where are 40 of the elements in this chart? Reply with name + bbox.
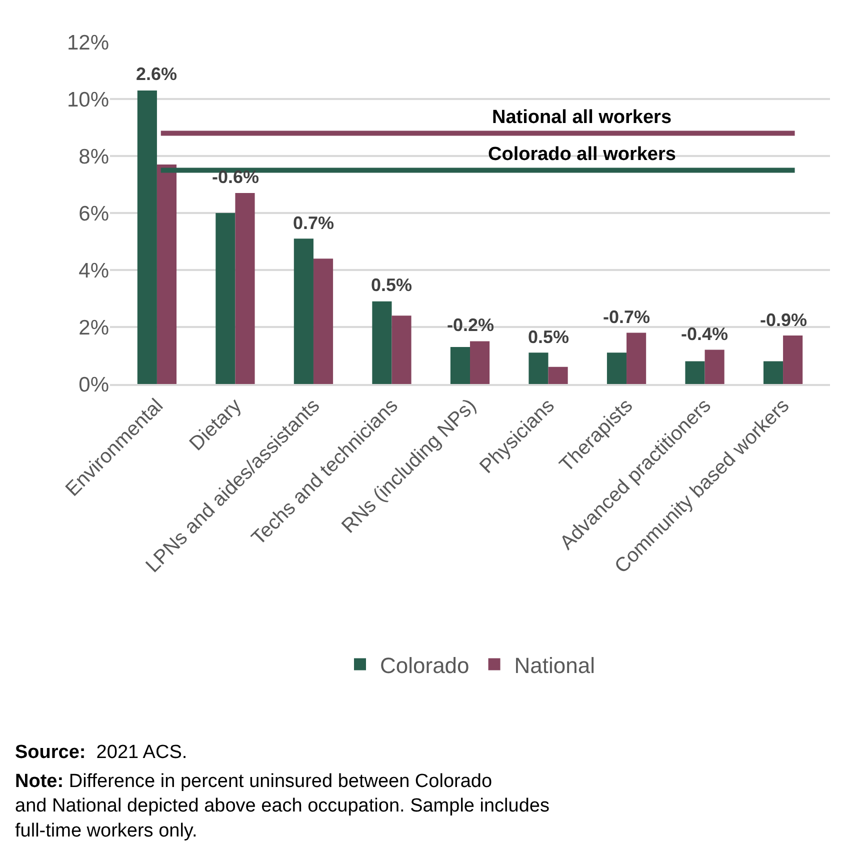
annotation: -0.7% [603, 307, 650, 327]
annotation: 0.5% [528, 327, 570, 347]
annotation: -0.4% [681, 324, 728, 344]
y-tick-label: 6% [78, 202, 109, 226]
bar [685, 361, 705, 384]
y-tick-label: 2% [78, 316, 109, 340]
y-tick-label: 4% [78, 259, 109, 282]
bar [313, 258, 334, 384]
annotation: 0.7% [293, 213, 334, 233]
bar [548, 366, 568, 384]
legend-label: Colorado [380, 652, 470, 678]
bar [137, 90, 157, 384]
bar [450, 346, 470, 384]
bar [704, 350, 724, 384]
y-tick-label: 12% [66, 31, 109, 54]
bar [216, 213, 236, 384]
y-tick-label: 10% [66, 88, 109, 112]
bar [528, 352, 548, 384]
y-tick-label: 0% [78, 373, 109, 396]
text: Note: Difference in percent uninsured between Colorado and National depicted above each occupation. Sample includes full-time workers only. [15, 771, 550, 842]
annotation: -0.2% [447, 315, 494, 335]
bar [470, 341, 490, 384]
bar [235, 193, 255, 384]
bar [156, 164, 177, 384]
legend-label: National [514, 652, 595, 678]
annotation: 0.5% [371, 275, 412, 295]
bar [606, 352, 627, 384]
bar [626, 332, 646, 384]
bar [763, 361, 784, 384]
annotation: -0.9% [760, 310, 808, 330]
ref-line-label: Colorado all workers [488, 144, 676, 165]
bar [294, 238, 314, 384]
source-note: Source: 2021 ACS. [15, 742, 188, 763]
bar [783, 336, 803, 384]
ref-line-label: National all workers [492, 107, 672, 128]
annotation: 2.6% [136, 64, 178, 84]
y-tick-label: 8% [78, 145, 109, 168]
annotation: -0.6% [212, 167, 260, 187]
bar [392, 316, 412, 384]
bar [372, 301, 392, 384]
